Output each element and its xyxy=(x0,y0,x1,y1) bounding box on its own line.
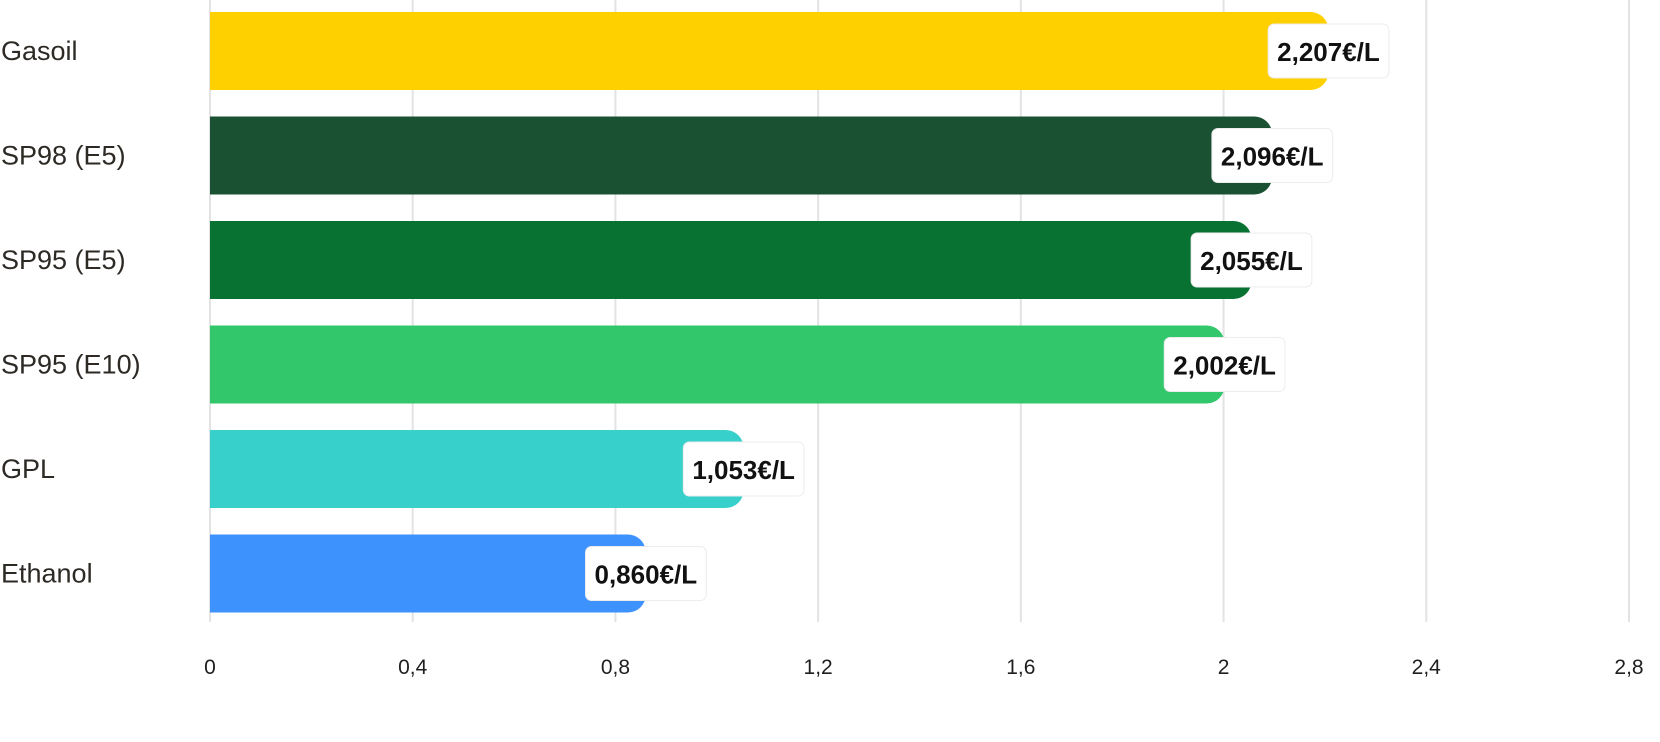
value-label-badge: 2,096€/L xyxy=(1211,128,1334,183)
bar xyxy=(210,325,1225,404)
category-label: GPL xyxy=(1,454,55,484)
x-tick-label: 1,2 xyxy=(804,656,833,679)
bar xyxy=(210,534,646,613)
value-label-badge: 0,860€/L xyxy=(585,546,707,601)
data-label-box xyxy=(1267,23,1390,79)
value-label-badge: 2,055€/L xyxy=(1190,232,1313,288)
data-label-box xyxy=(1190,232,1313,288)
value-label-badge: 2,002€/L xyxy=(1163,337,1286,392)
data-label: 2,207€/L xyxy=(1277,37,1380,67)
label-layer: Gasoil 2,207€/L SP98 (E5) 2,096€/L SP95 (E5)… xyxy=(1,23,1390,601)
x-tick-label: 2 xyxy=(1218,656,1230,679)
category-label: Gasoil xyxy=(1,36,78,66)
value-label-badge: 1,053€/L xyxy=(682,441,805,497)
bar xyxy=(210,116,1273,195)
data-label: 2,002€/L xyxy=(1173,351,1276,381)
x-tick-label: 0,4 xyxy=(398,656,428,679)
data-label-box xyxy=(1163,337,1286,392)
x-tick-label: 1,6 xyxy=(1006,656,1035,679)
x-tick-label: 2,8 xyxy=(1614,656,1643,679)
category-label: SP95 (E10) xyxy=(1,350,141,380)
bar xyxy=(210,12,1329,90)
bar-layer xyxy=(210,12,1329,613)
data-label-box xyxy=(1211,128,1334,183)
x-axis: 0 0,4 0,8 1,2 1,6 2 2,4 2,8 xyxy=(204,656,1643,679)
x-tick-label: 0,8 xyxy=(601,656,630,679)
category-label: SP95 (E5) xyxy=(1,245,126,275)
x-tick-label: 0 xyxy=(204,656,216,679)
data-label: 0,860€/L xyxy=(595,560,698,590)
grid-layer xyxy=(209,0,1630,622)
category-label: Ethanol xyxy=(1,559,93,589)
category-label: SP98 (E5) xyxy=(1,141,126,171)
value-label-badge: 2,207€/L xyxy=(1267,23,1390,79)
data-label: 1,053€/L xyxy=(692,455,795,485)
data-label-box xyxy=(585,546,707,601)
x-tick-label: 2,4 xyxy=(1412,656,1442,679)
data-label: 2,055€/L xyxy=(1200,246,1303,276)
data-label-box xyxy=(682,441,805,497)
bar xyxy=(210,430,744,508)
bar xyxy=(210,221,1252,299)
data-label: 2,096€/L xyxy=(1221,142,1324,172)
